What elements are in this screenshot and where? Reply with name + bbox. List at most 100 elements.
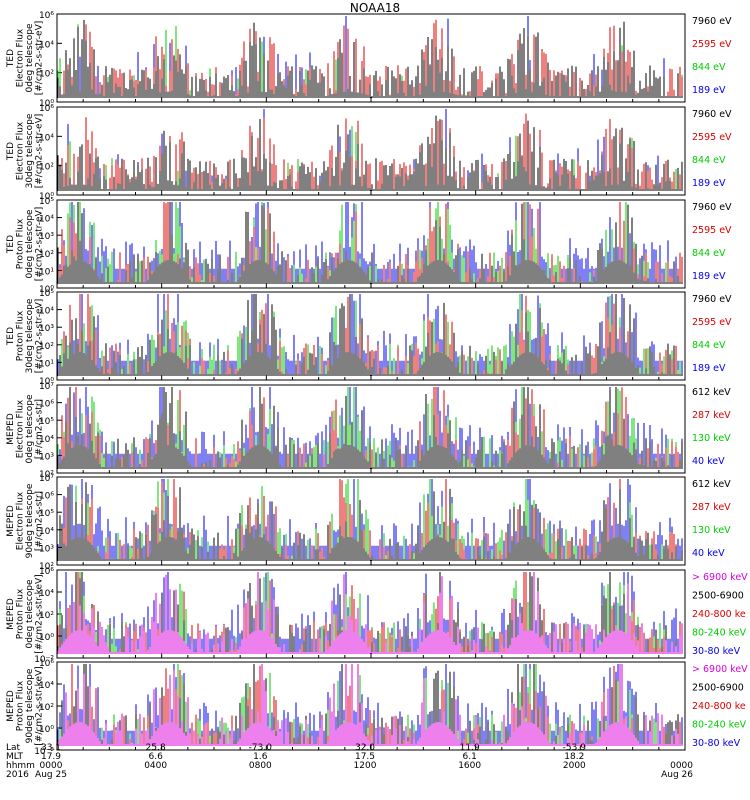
y-tick-label: 10² (39, 70, 54, 80)
y-axis-label-line: MEPED (6, 505, 16, 537)
x-tick-value: 6.1 (463, 752, 477, 762)
y-tick-label: 10³ (39, 232, 54, 242)
panel-frame (56, 106, 686, 196)
panel-frame (56, 13, 686, 103)
x-tick-value: 0800 (249, 761, 272, 771)
x-tick-value: 18.2 (564, 752, 584, 762)
x-tick-value: 11.9 (460, 743, 480, 753)
figure-title: NOAA18 (350, 1, 400, 15)
y-axis-label-line: Proton Flux (16, 218, 26, 269)
legend-entry: 7960 eV (692, 16, 732, 27)
y-axis-label-line: TED (6, 327, 16, 346)
y-axis-label-line: 30deg telescope (25, 298, 35, 373)
legend-entry: 844 eV (692, 248, 726, 259)
y-tick-label: 10⁻² (34, 747, 54, 757)
x-tick-value: 0400 (144, 761, 167, 771)
x-tick-value: 1600 (458, 761, 481, 771)
x-tick-value: 32.0 (355, 743, 375, 753)
panel-frame (56, 291, 686, 381)
panel-frame (56, 569, 686, 659)
y-axis-label-line: [#/cm2-s-str] (35, 491, 45, 551)
y-axis-label-line: MEPED (6, 598, 16, 630)
series-trace (57, 294, 683, 376)
legend-entry: 240-800 ke (692, 609, 746, 620)
y-axis-label-line: 0deg telescope (25, 579, 35, 649)
legend-entry: 287 keV (692, 410, 731, 421)
panel-frame (56, 199, 686, 289)
x-tick-value: 2000 (563, 761, 586, 771)
legend-entry: 80-240 keV (692, 720, 747, 731)
panel-1: 10⁰ 10² 10⁴ 10⁶ TED Electron Flux 0deg telesco… (6, 11, 732, 109)
y-axis-label-line: [#/cm2-s-str] (35, 399, 45, 459)
legend-entry: 189 eV (692, 363, 726, 374)
y-axis-label-line: [#/cm2-s-str-keV] (35, 666, 45, 745)
legend-entry: 844 eV (692, 155, 726, 166)
y-axis-label-line: 0deg telescope (25, 209, 35, 279)
y-axis-label-line: 90deg telescope (25, 668, 35, 743)
y-tick-label: 10⁴ (39, 681, 54, 691)
y-tick-label: 10⁶ (39, 11, 54, 21)
y-axis-label-line: [#/cm2-s-str-eV] (35, 21, 45, 96)
y-axis-label-line: Electron Flux (16, 28, 26, 87)
legend-entry: 2595 eV (692, 39, 732, 50)
x-tick-value: 17.9 (41, 752, 61, 762)
y-tick-label: 10² (39, 562, 54, 572)
y-axis-label-line: Electron Flux (16, 491, 26, 550)
y-tick-label: 10⁻² (34, 655, 54, 665)
y-tick-label: 10⁶ (39, 492, 54, 502)
y-tick-label: 10⁵ (39, 197, 54, 207)
legend-entry: 40 keV (692, 548, 725, 559)
y-tick-label: 10⁰ (39, 192, 54, 202)
y-tick-label: 10⁴ (39, 40, 54, 50)
y-axis-label-line: Electron Flux (16, 399, 26, 458)
y-tick-label: 10³ (39, 324, 54, 334)
panel-5: 10² 10³ 10⁴ 10⁵ 10⁶ 10⁷ MEPED Electron Flux 0deg… (6, 382, 731, 480)
y-tick-label: 10⁴ (39, 527, 54, 537)
y-tick-label: 10² (39, 703, 54, 713)
y-axis-label-line: [#/cm2-s-str-keV] (35, 574, 45, 653)
y-tick-label: 10⁵ (39, 417, 54, 427)
legend-entry: 240-800 ke (692, 701, 746, 712)
y-axis-label-line: Proton Flux (16, 680, 26, 731)
y-axis-label-line: Proton Flux (16, 310, 26, 361)
legend-entry: 7960 eV (692, 109, 732, 120)
legend-entry: 844 eV (692, 340, 726, 351)
x-tick-value: 1200 (354, 761, 377, 771)
y-axis-label-line: Proton Flux (16, 588, 26, 639)
y-axis-label-line: 30deg telescope (25, 113, 35, 188)
y-tick-label: 10² (39, 611, 54, 621)
y-tick-label: 10² (39, 342, 54, 352)
panel-7: 10⁻² 10⁰ 10² 10⁴ 10⁶ MEPED Proton Flux 0deg tel… (6, 567, 748, 665)
x-row-label: Lat (6, 743, 21, 753)
series-trace (57, 19, 683, 98)
y-axis-label-line: 90deg telescope (25, 483, 35, 558)
x-tick-value: 6.6 (149, 752, 164, 762)
series-trace (57, 387, 683, 469)
y-tick-label: 10⁰ (39, 633, 54, 643)
y-axis-label-line: Electron Flux (16, 121, 26, 180)
y-tick-label: 10⁰ (39, 285, 54, 295)
legend-entry: 189 eV (692, 271, 726, 282)
x-tick-value: -73.0 (249, 743, 273, 753)
y-tick-label: 10⁷ (39, 474, 54, 484)
series-trace (57, 572, 683, 654)
y-axis-label-line: TED (6, 49, 16, 68)
legend-entry: 7960 eV (692, 202, 732, 213)
y-tick-label: 10⁰ (39, 377, 54, 387)
y-tick-label: 10² (39, 250, 54, 260)
legend-entry: 2500-6900 (692, 683, 744, 694)
y-axis-label-line: TED (6, 235, 16, 254)
y-tick-label: 10⁴ (39, 133, 54, 143)
legend-entry: 287 keV (692, 502, 731, 513)
y-tick-label: 10⁴ (39, 589, 54, 599)
x-tick-value: Aug 26 (661, 770, 693, 780)
legend-entry: 30-80 keV (692, 738, 741, 749)
x-tick-value: Aug 25 (35, 770, 67, 780)
x-row-label: hhmm (6, 761, 35, 771)
y-tick-label: 10⁷ (39, 382, 54, 392)
panel-2: 10⁰ 10² 10⁴ 10⁶ TED Electron Flux 30deg telesc… (6, 104, 732, 202)
legend-entry: 612 keV (692, 479, 731, 490)
y-tick-label: 10⁶ (39, 104, 54, 114)
y-axis-label-line: MEPED (6, 413, 16, 445)
